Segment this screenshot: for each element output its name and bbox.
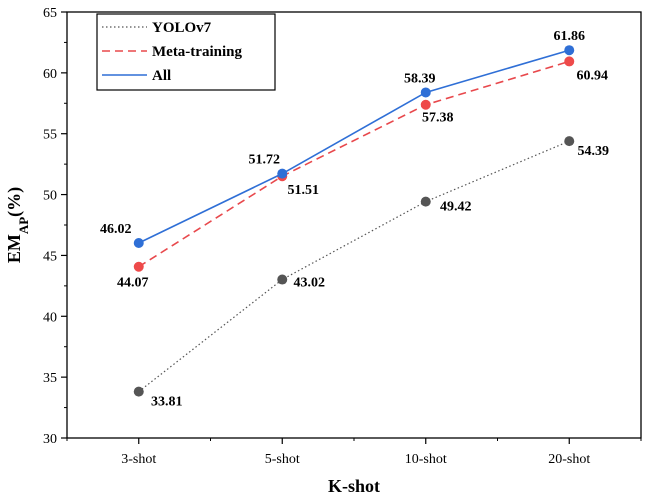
y-title-main: EM — [4, 234, 24, 263]
data-point — [133, 261, 144, 272]
legend: YOLOv7 Meta-training All — [96, 13, 276, 91]
legend-item: All — [102, 68, 171, 84]
data-label: 51.72 — [249, 153, 281, 168]
data-label: 44.07 — [117, 276, 149, 291]
y-tick-label: 65 — [43, 6, 57, 21]
data-label: 43.02 — [294, 276, 326, 291]
series-meta-training — [133, 56, 575, 272]
legend-label: Meta-training — [152, 44, 242, 60]
y-title-suffix: (%) — [4, 187, 25, 217]
y-title-subscript: AP — [16, 217, 31, 234]
series-yolov7 — [133, 136, 575, 397]
data-label: 61.86 — [554, 29, 586, 44]
x-tick-label: 10-shot — [405, 452, 447, 467]
y-tick-label: 35 — [43, 371, 57, 386]
data-point — [564, 56, 575, 67]
data-point — [133, 238, 144, 249]
data-point — [277, 168, 288, 179]
legend-label: All — [152, 68, 171, 84]
legend-label: YOLOv7 — [152, 20, 212, 36]
y-tick-label: 40 — [43, 310, 57, 325]
data-point — [420, 196, 431, 207]
series-all — [133, 45, 575, 249]
y-axis-title: EMAP(%) — [4, 187, 31, 263]
y-tick-label: 55 — [43, 128, 57, 143]
data-label: 33.81 — [151, 395, 183, 410]
x-axis-title: K-shot — [328, 476, 380, 496]
x-tick-label: 20-shot — [548, 452, 590, 467]
data-label: 58.39 — [404, 71, 436, 86]
data-label: 51.51 — [288, 183, 320, 198]
y-tick-label: 50 — [43, 189, 57, 204]
data-point — [564, 136, 575, 147]
legend-item: Meta-training — [102, 44, 242, 60]
data-labels: 33.81 43.02 49.42 54.39 44.07 51.51 57.38 60.94… — [100, 29, 609, 409]
data-point — [420, 87, 431, 98]
y-tick-label: 60 — [43, 67, 57, 82]
x-tick-label: 5-shot — [265, 452, 300, 467]
data-point — [277, 274, 288, 285]
series-line — [138, 140, 570, 393]
legend-item: YOLOv7 — [102, 20, 212, 36]
x-tick-label: 3-shot — [121, 452, 156, 467]
y-tick-label: 30 — [43, 432, 57, 447]
series-layer — [133, 45, 575, 397]
data-label: 57.38 — [422, 111, 454, 126]
y-tick-label: 45 — [43, 249, 57, 264]
series-line — [138, 60, 570, 268]
data-point — [564, 45, 575, 56]
series-line — [138, 49, 570, 244]
data-label: 60.94 — [577, 68, 609, 83]
data-point — [420, 99, 431, 110]
data-label: 54.39 — [578, 144, 610, 159]
data-point — [133, 386, 144, 397]
data-label: 46.02 — [100, 222, 132, 237]
data-label: 49.42 — [440, 200, 472, 215]
axes: 30 35 40 45 50 55 60 65 3-shot 5-shot 10-shot 20-sh… — [43, 6, 642, 467]
